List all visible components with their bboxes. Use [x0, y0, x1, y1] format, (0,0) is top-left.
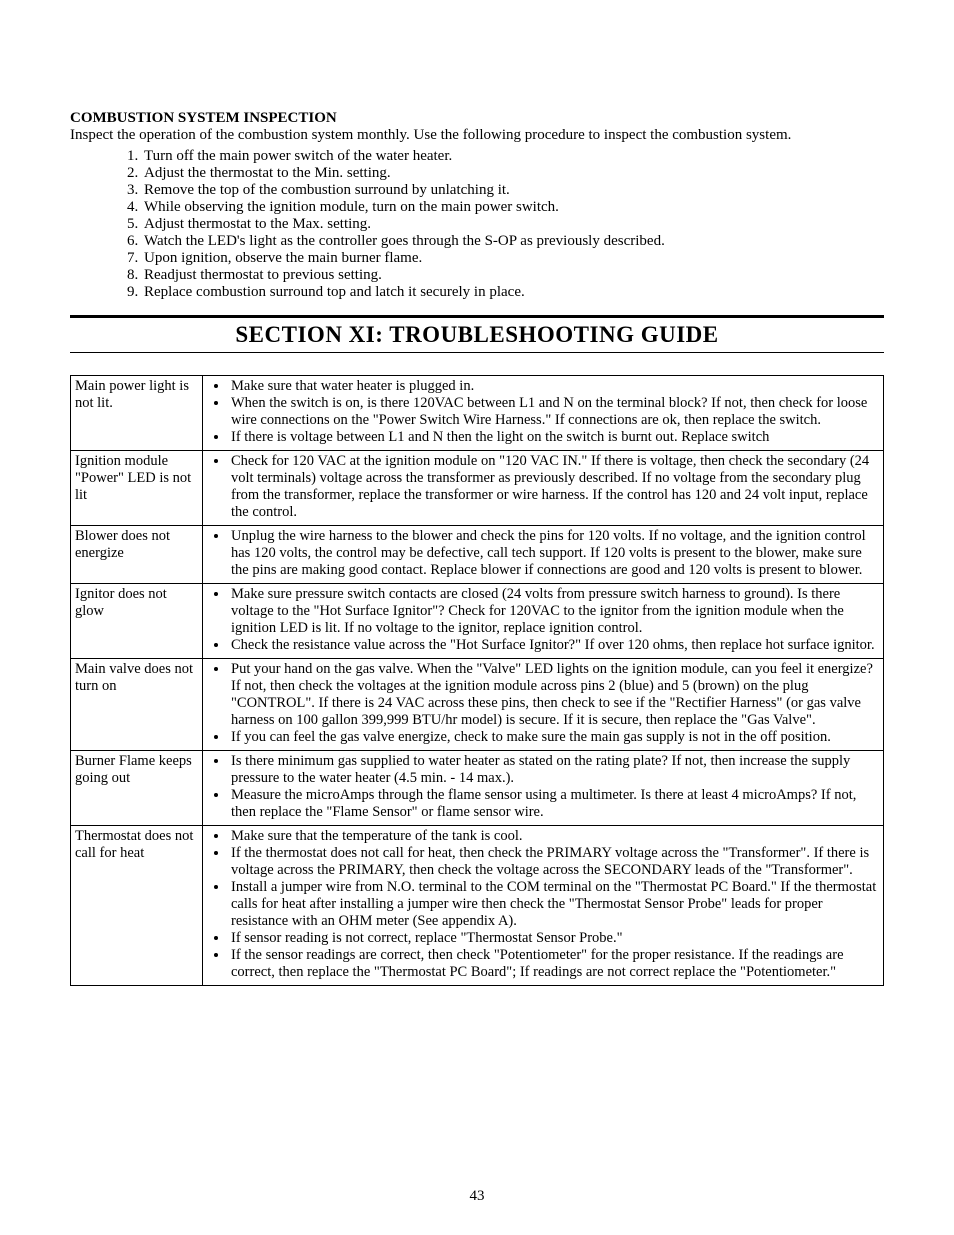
table-row: Blower does not energize Unplug the wire…	[71, 526, 884, 584]
table-row: Thermostat does not call for heat Make s…	[71, 826, 884, 986]
list-item: While observing the ignition module, tur…	[142, 199, 884, 216]
actions-cell: Check for 120 VAC at the ignition module…	[203, 451, 884, 526]
list-item: Is there minimum gas supplied to water h…	[229, 753, 879, 787]
list-item: Readjust thermostat to previous setting.	[142, 267, 884, 284]
table-row: Ignition module "Power" LED is not lit C…	[71, 451, 884, 526]
actions-list: Is there minimum gas supplied to water h…	[207, 753, 879, 821]
section-heading: COMBUSTION SYSTEM INSPECTION	[70, 110, 884, 127]
actions-cell: Make sure that water heater is plugged i…	[203, 376, 884, 451]
actions-list: Unplug the wire harness to the blower an…	[207, 528, 879, 579]
divider	[70, 352, 884, 353]
list-item: Install a jumper wire from N.O. terminal…	[229, 879, 879, 930]
list-item: If there is voltage between L1 and N the…	[229, 429, 879, 446]
list-item: If you can feel the gas valve energize, …	[229, 729, 879, 746]
table-row: Main power light is not lit. Make sure t…	[71, 376, 884, 451]
section-title: SECTION XI: TROUBLESHOOTING GUIDE	[70, 322, 884, 348]
table-row: Burner Flame keeps going out Is there mi…	[71, 751, 884, 826]
list-item: Unplug the wire harness to the blower an…	[229, 528, 879, 579]
symptom-cell: Ignition module "Power" LED is not lit	[71, 451, 203, 526]
list-item: Make sure pressure switch contacts are c…	[229, 586, 879, 637]
document-page: COMBUSTION SYSTEM INSPECTION Inspect the…	[0, 0, 954, 1235]
actions-list: Make sure pressure switch contacts are c…	[207, 586, 879, 654]
list-item: Turn off the main power switch of the wa…	[142, 148, 884, 165]
actions-list: Make sure that the temperature of the ta…	[207, 828, 879, 981]
divider	[70, 315, 884, 318]
list-item: Replace combustion surround top and latc…	[142, 284, 884, 301]
table-row: Main valve does not turn on Put your han…	[71, 659, 884, 751]
list-item: Measure the microAmps through the flame …	[229, 787, 879, 821]
symptom-cell: Main power light is not lit.	[71, 376, 203, 451]
list-item: If the sensor readings are correct, then…	[229, 947, 879, 981]
list-item: Make sure that water heater is plugged i…	[229, 378, 879, 395]
list-item: Adjust the thermostat to the Min. settin…	[142, 165, 884, 182]
actions-list: Make sure that water heater is plugged i…	[207, 378, 879, 446]
list-item: When the switch is on, is there 120VAC b…	[229, 395, 879, 429]
symptom-cell: Blower does not energize	[71, 526, 203, 584]
page-number: 43	[0, 1188, 954, 1205]
list-item: Make sure that the temperature of the ta…	[229, 828, 879, 845]
actions-cell: Make sure that the temperature of the ta…	[203, 826, 884, 986]
symptom-cell: Ignitor does not glow	[71, 584, 203, 659]
list-item: Put your hand on the gas valve. When the…	[229, 661, 879, 729]
list-item: Remove the top of the combustion surroun…	[142, 182, 884, 199]
list-item: Watch the LED's light as the controller …	[142, 233, 884, 250]
actions-cell: Unplug the wire harness to the blower an…	[203, 526, 884, 584]
procedure-list: Turn off the main power switch of the wa…	[70, 148, 884, 301]
actions-cell: Make sure pressure switch contacts are c…	[203, 584, 884, 659]
symptom-cell: Thermostat does not call for heat	[71, 826, 203, 986]
intro-paragraph: Inspect the operation of the combustion …	[70, 127, 884, 144]
list-item: Check for 120 VAC at the ignition module…	[229, 453, 879, 521]
list-item: If sensor reading is not correct, replac…	[229, 930, 879, 947]
symptom-cell: Burner Flame keeps going out	[71, 751, 203, 826]
actions-cell: Put your hand on the gas valve. When the…	[203, 659, 884, 751]
actions-list: Put your hand on the gas valve. When the…	[207, 661, 879, 746]
list-item: Check the resistance value across the "H…	[229, 637, 879, 654]
list-item: Adjust thermostat to the Max. setting.	[142, 216, 884, 233]
troubleshooting-table: Main power light is not lit. Make sure t…	[70, 375, 884, 986]
actions-list: Check for 120 VAC at the ignition module…	[207, 453, 879, 521]
symptom-cell: Main valve does not turn on	[71, 659, 203, 751]
list-item: If the thermostat does not call for heat…	[229, 845, 879, 879]
actions-cell: Is there minimum gas supplied to water h…	[203, 751, 884, 826]
table-row: Ignitor does not glow Make sure pressure…	[71, 584, 884, 659]
list-item: Upon ignition, observe the main burner f…	[142, 250, 884, 267]
